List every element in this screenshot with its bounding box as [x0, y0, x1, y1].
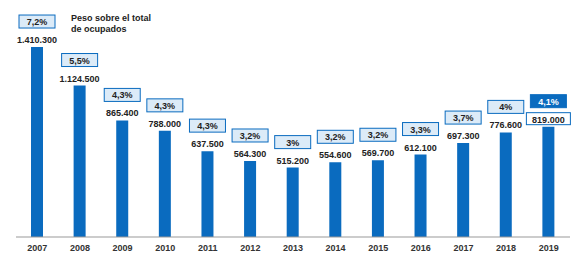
svg-text:776.600: 776.600	[489, 120, 522, 130]
svg-text:3,7%: 3,7%	[453, 113, 474, 123]
svg-text:3,2%: 3,2%	[240, 131, 261, 141]
svg-text:2008: 2008	[70, 243, 90, 253]
svg-text:1.124.500: 1.124.500	[60, 74, 100, 84]
svg-text:1.410.300: 1.410.300	[17, 35, 57, 45]
svg-text:2015: 2015	[368, 243, 388, 253]
svg-text:3,2%: 3,2%	[368, 130, 389, 140]
svg-text:4,3%: 4,3%	[197, 121, 218, 131]
svg-text:4%: 4%	[499, 102, 512, 112]
svg-text:2013: 2013	[283, 243, 303, 253]
svg-text:2009: 2009	[113, 243, 133, 253]
svg-text:4,1%: 4,1%	[538, 97, 559, 107]
svg-text:569.700: 569.700	[362, 148, 395, 158]
svg-text:2019: 2019	[539, 243, 559, 253]
html-text:Peso sobre el total de ocupado: Peso sobre el total de ocupados	[71, 13, 151, 34]
svg-text:3,2%: 3,2%	[325, 132, 346, 142]
svg-text:2016: 2016	[411, 243, 431, 253]
svg-text:865.400: 865.400	[106, 108, 139, 118]
svg-text:4,3%: 4,3%	[155, 101, 176, 111]
svg-text:2011: 2011	[198, 243, 218, 253]
svg-text:819.000: 819.000	[532, 115, 565, 125]
svg-text:5,5%: 5,5%	[69, 56, 90, 66]
svg-text:564.300: 564.300	[234, 149, 267, 159]
svg-text:612.100: 612.100	[404, 143, 437, 153]
svg-text:3%: 3%	[286, 138, 299, 148]
svg-text:2018: 2018	[496, 243, 516, 253]
svg-text:2012: 2012	[240, 243, 260, 253]
svg-text:4,3%: 4,3%	[112, 90, 133, 100]
svg-text:515.200: 515.200	[276, 156, 309, 166]
svg-text:697.300: 697.300	[447, 131, 480, 141]
svg-text:2017: 2017	[453, 243, 473, 253]
svg-text:2007: 2007	[27, 243, 47, 253]
svg-text:554.600: 554.600	[319, 150, 352, 160]
svg-text:3,3%: 3,3%	[410, 125, 431, 135]
svg-text:637.500: 637.500	[191, 139, 224, 149]
svg-text:788.000: 788.000	[149, 119, 182, 129]
svg-text:2014: 2014	[326, 243, 346, 253]
svg-text:7,2%: 7,2%	[27, 17, 48, 27]
svg-text:2010: 2010	[155, 243, 175, 253]
